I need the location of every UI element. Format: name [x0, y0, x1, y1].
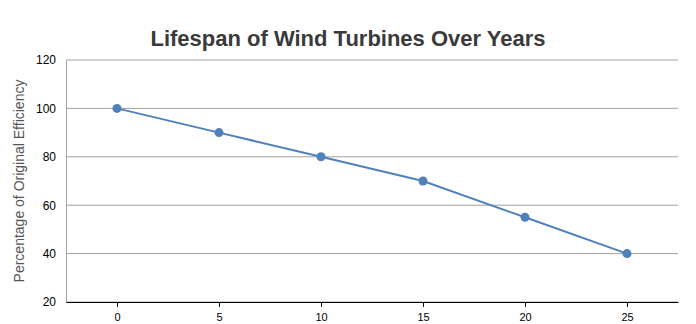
- grid-line: [66, 108, 678, 109]
- x-tick: 25: [621, 302, 633, 323]
- grid: [66, 60, 678, 302]
- x-tick: 20: [519, 302, 531, 323]
- line: [117, 108, 627, 253]
- series: [113, 104, 632, 258]
- x-tick: 10: [315, 302, 327, 323]
- y-tick: 20: [43, 295, 66, 309]
- y-axis-title: Percentage of Original Efficiency: [11, 80, 27, 283]
- x-tick-mark: [525, 302, 526, 307]
- grid-line: [66, 253, 678, 254]
- x-tick-label: 20: [519, 311, 531, 323]
- y-axis-line: [66, 61, 67, 303]
- plot-area: 20 40 60 80 100 120 0 5 10 15 20 25: [36, 53, 679, 322]
- y-tick-label: 60: [43, 199, 57, 213]
- chart-title: Lifespan of Wind Turbines Over Years: [150, 26, 545, 51]
- x-axis-line: [67, 302, 679, 303]
- x-tick: 15: [417, 302, 429, 323]
- x-tick: 0: [114, 302, 120, 323]
- y-tick: 40: [43, 247, 66, 261]
- grid-line: [66, 302, 678, 303]
- y-tick-label: 20: [43, 295, 57, 309]
- x-tick-label: 15: [417, 311, 429, 323]
- data-point: [317, 152, 326, 161]
- data-point: [113, 104, 122, 113]
- x-tick-mark: [423, 302, 424, 307]
- data-point: [419, 177, 428, 186]
- x-tick-label: 0: [114, 311, 120, 323]
- x-tick-label: 25: [621, 311, 633, 323]
- chart: Lifespan of Wind Turbines Over Years 20 40…: [0, 0, 696, 324]
- grid-line: [66, 205, 678, 206]
- y-tick-label: 40: [43, 247, 57, 261]
- x-tick-mark: [117, 302, 118, 307]
- x-tick: 5: [216, 302, 222, 323]
- y-tick-label: 120: [36, 53, 56, 67]
- x-axis: 0 5 10 15 20 25: [67, 302, 679, 323]
- y-tick: 60: [43, 199, 66, 213]
- data-point: [521, 213, 530, 222]
- grid-line: [66, 156, 678, 157]
- x-tick-mark: [321, 302, 322, 307]
- data-point: [623, 249, 632, 258]
- x-tick-mark: [627, 302, 628, 307]
- y-axis: 20 40 60 80 100 120: [36, 53, 67, 309]
- x-tick-label: 5: [216, 311, 222, 323]
- data-point: [215, 128, 224, 137]
- x-tick-mark: [219, 302, 220, 307]
- y-tick-label: 100: [36, 102, 56, 116]
- x-tick-label: 10: [315, 311, 327, 323]
- grid-line: [66, 60, 678, 61]
- y-tick: 80: [43, 150, 66, 164]
- y-tick-label: 80: [43, 150, 57, 164]
- y-tick: 100: [36, 102, 66, 116]
- y-tick: 120: [36, 53, 66, 67]
